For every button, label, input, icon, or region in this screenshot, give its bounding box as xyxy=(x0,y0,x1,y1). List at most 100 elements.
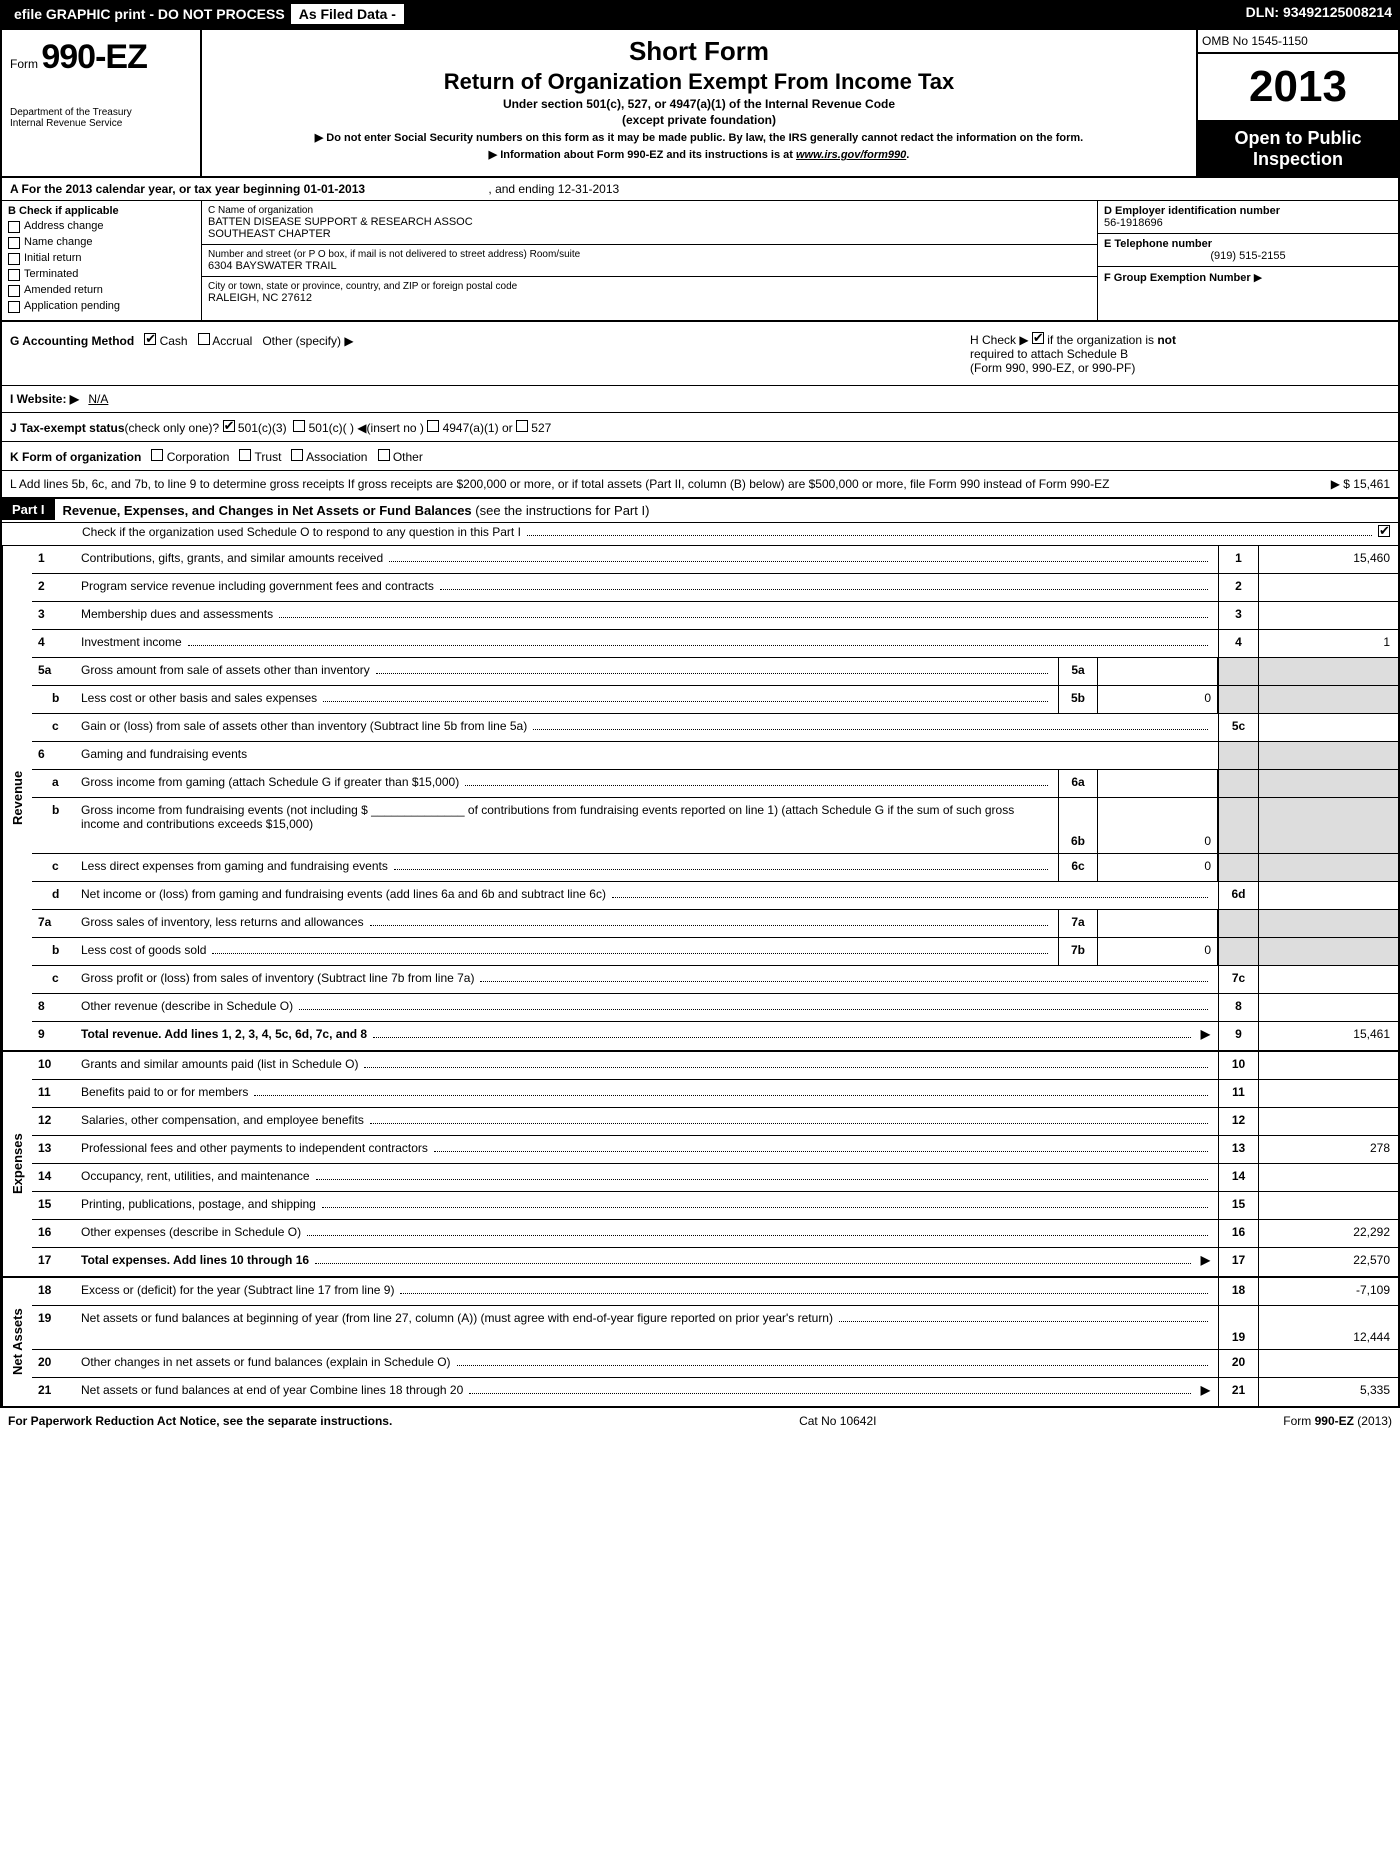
chk-other-org[interactable] xyxy=(378,449,390,461)
dept-irs: Internal Revenue Service xyxy=(10,118,192,129)
line-9: 9Total revenue. Add lines 1, 2, 3, 4, 5c… xyxy=(32,1022,1398,1050)
chk-accrual[interactable] xyxy=(198,333,210,345)
subtitle-except: (except private foundation) xyxy=(212,113,1186,127)
line-4: 4Investment income41 xyxy=(32,630,1398,658)
footer-form: Form 990-EZ (2013) xyxy=(1283,1414,1392,1428)
line-18: 18Excess or (deficit) for the year (Subt… xyxy=(32,1278,1398,1306)
row-l-gross-receipts: L Add lines 5b, 6c, and 7b, to line 9 to… xyxy=(2,471,1398,499)
line-6a: aGross income from gaming (attach Schedu… xyxy=(32,770,1398,798)
chk-schedule-b-not-required[interactable] xyxy=(1032,332,1044,344)
line-2: 2Program service revenue including gover… xyxy=(32,574,1398,602)
line-11: 11Benefits paid to or for members11 xyxy=(32,1080,1398,1108)
line-3: 3Membership dues and assessments3 xyxy=(32,602,1398,630)
line-5a: 5aGross amount from sale of assets other… xyxy=(32,658,1398,686)
note-ssn: ▶ Do not enter Social Security numbers o… xyxy=(212,131,1186,144)
header-mid: Short Form Return of Organization Exempt… xyxy=(202,30,1198,176)
l-text: L Add lines 5b, 6c, and 7b, to line 9 to… xyxy=(10,477,1331,491)
chk-initial-return[interactable] xyxy=(8,253,20,265)
g-accounting: G Accounting Method Cash Accrual Other (… xyxy=(10,332,970,375)
org-name-2: SOUTHEAST CHAPTER xyxy=(208,228,1091,240)
section-bcd: B Check if applicable Address change Nam… xyxy=(2,201,1398,322)
omb-number: OMB No 1545-1150 xyxy=(1198,30,1398,54)
efile-label: efile GRAPHIC print - DO NOT PROCESS xyxy=(8,6,291,22)
open-public: Open to Public Inspection xyxy=(1198,122,1398,176)
line-6: 6Gaming and fundraising events xyxy=(32,742,1398,770)
net-assets-section: Net Assets 18Excess or (deficit) for the… xyxy=(2,1278,1398,1406)
line-7a: 7aGross sales of inventory, less returns… xyxy=(32,910,1398,938)
title-short-form: Short Form xyxy=(212,36,1186,67)
part-i-tag: Part I xyxy=(2,499,55,520)
d-ein-val: 56-1918696 xyxy=(1104,217,1392,229)
line-6c: cLess direct expenses from gaming and fu… xyxy=(32,854,1398,882)
page-footer: For Paperwork Reduction Act Notice, see … xyxy=(0,1408,1400,1434)
revenue-section: Revenue 1Contributions, gifts, grants, a… xyxy=(2,546,1398,1052)
col-def: D Employer identification number 56-1918… xyxy=(1098,201,1398,320)
line-6b: bGross income from fundraising events (n… xyxy=(32,798,1398,854)
line-21: 21Net assets or fund balances at end of … xyxy=(32,1378,1398,1406)
part-i-header-row: Part I Revenue, Expenses, and Changes in… xyxy=(2,499,1398,523)
footer-paperwork: For Paperwork Reduction Act Notice, see … xyxy=(8,1414,392,1428)
line-12: 12Salaries, other compensation, and empl… xyxy=(32,1108,1398,1136)
line-19: 19Net assets or fund balances at beginni… xyxy=(32,1306,1398,1350)
f-arrow: ▶ xyxy=(1254,272,1262,284)
line-5c: cGain or (loss) from sale of assets othe… xyxy=(32,714,1398,742)
side-net-assets: Net Assets xyxy=(2,1278,32,1406)
row-j-tax-exempt: J Tax-exempt status(check only one)? 501… xyxy=(2,413,1398,442)
chk-schedule-o-used[interactable] xyxy=(1378,525,1390,537)
chk-name-change[interactable] xyxy=(8,237,20,249)
chk-address-change[interactable] xyxy=(8,221,20,233)
side-expenses: Expenses xyxy=(2,1052,32,1276)
line-6d: dNet income or (loss) from gaming and fu… xyxy=(32,882,1398,910)
org-name-1: BATTEN DISEASE SUPPORT & RESEARCH ASSOC xyxy=(208,216,1091,228)
row-k-form-org: K Form of organization Corporation Trust… xyxy=(2,442,1398,471)
chk-4947[interactable] xyxy=(427,420,439,432)
c-city-label: City or town, state or province, country… xyxy=(208,281,1091,292)
expenses-section: Expenses 10Grants and similar amounts pa… xyxy=(2,1052,1398,1278)
chk-association[interactable] xyxy=(291,449,303,461)
row-gh: G Accounting Method Cash Accrual Other (… xyxy=(2,322,1398,386)
chk-trust[interactable] xyxy=(239,449,251,461)
row-i-website: I Website: ▶ N/A xyxy=(2,386,1398,413)
dept-treasury: Department of the Treasury xyxy=(10,107,192,118)
form-outer: Form 990-EZ Department of the Treasury I… xyxy=(0,28,1400,1408)
line-10: 10Grants and similar amounts paid (list … xyxy=(32,1052,1398,1080)
part-i-title: Revenue, Expenses, and Changes in Net As… xyxy=(55,499,1398,522)
chk-527[interactable] xyxy=(516,420,528,432)
l-amount: ▶ $ 15,461 xyxy=(1331,477,1390,491)
title-return: Return of Organization Exempt From Incom… xyxy=(212,69,1186,95)
part-i-check-o: Check if the organization used Schedule … xyxy=(2,523,1398,546)
chk-corporation[interactable] xyxy=(151,449,163,461)
chk-amended[interactable] xyxy=(8,285,20,297)
org-address: 6304 BAYSWATER TRAIL xyxy=(208,260,1091,272)
tax-year: 2013 xyxy=(1198,54,1398,122)
form-prefix: Form xyxy=(10,57,38,71)
header-left: Form 990-EZ Department of the Treasury I… xyxy=(2,30,202,176)
b-title: B Check if applicable xyxy=(8,205,195,217)
d-ein-label: D Employer identification number xyxy=(1104,205,1392,217)
line-16: 16Other expenses (describe in Schedule O… xyxy=(32,1220,1398,1248)
note-info: ▶ Information about Form 990-EZ and its … xyxy=(212,148,1186,161)
website-val: N/A xyxy=(88,392,108,406)
col-c-org: C Name of organization BATTEN DISEASE SU… xyxy=(202,201,1098,320)
line-13: 13Professional fees and other payments t… xyxy=(32,1136,1398,1164)
e-phone-val: (919) 515-2155 xyxy=(1104,250,1392,262)
chk-cash[interactable] xyxy=(144,333,156,345)
irs-link[interactable]: www.irs.gov/form990 xyxy=(796,149,906,161)
chk-app-pending[interactable] xyxy=(8,301,20,313)
chk-501c[interactable] xyxy=(293,420,305,432)
line-1: 1Contributions, gifts, grants, and simil… xyxy=(32,546,1398,574)
e-phone-label: E Telephone number xyxy=(1104,238,1392,250)
header-right: OMB No 1545-1150 2013 Open to Public Ins… xyxy=(1198,30,1398,176)
f-group-label: F Group Exemption Number xyxy=(1104,272,1251,284)
asfiled-box: As Filed Data - xyxy=(291,4,404,24)
chk-terminated[interactable] xyxy=(8,269,20,281)
side-revenue: Revenue xyxy=(2,546,32,1050)
line-7b: bLess cost of goods sold7b0 xyxy=(32,938,1398,966)
chk-501c3[interactable] xyxy=(223,420,235,432)
row-a-tax-year: A For the 2013 calendar year, or tax yea… xyxy=(2,178,1398,201)
c-name-label: C Name of organization xyxy=(208,205,1091,216)
c-addr-label: Number and street (or P O box, if mail i… xyxy=(208,249,1091,260)
form-header: Form 990-EZ Department of the Treasury I… xyxy=(2,30,1398,178)
subtitle-section: Under section 501(c), 527, or 4947(a)(1)… xyxy=(212,97,1186,111)
line-14: 14Occupancy, rent, utilities, and mainte… xyxy=(32,1164,1398,1192)
